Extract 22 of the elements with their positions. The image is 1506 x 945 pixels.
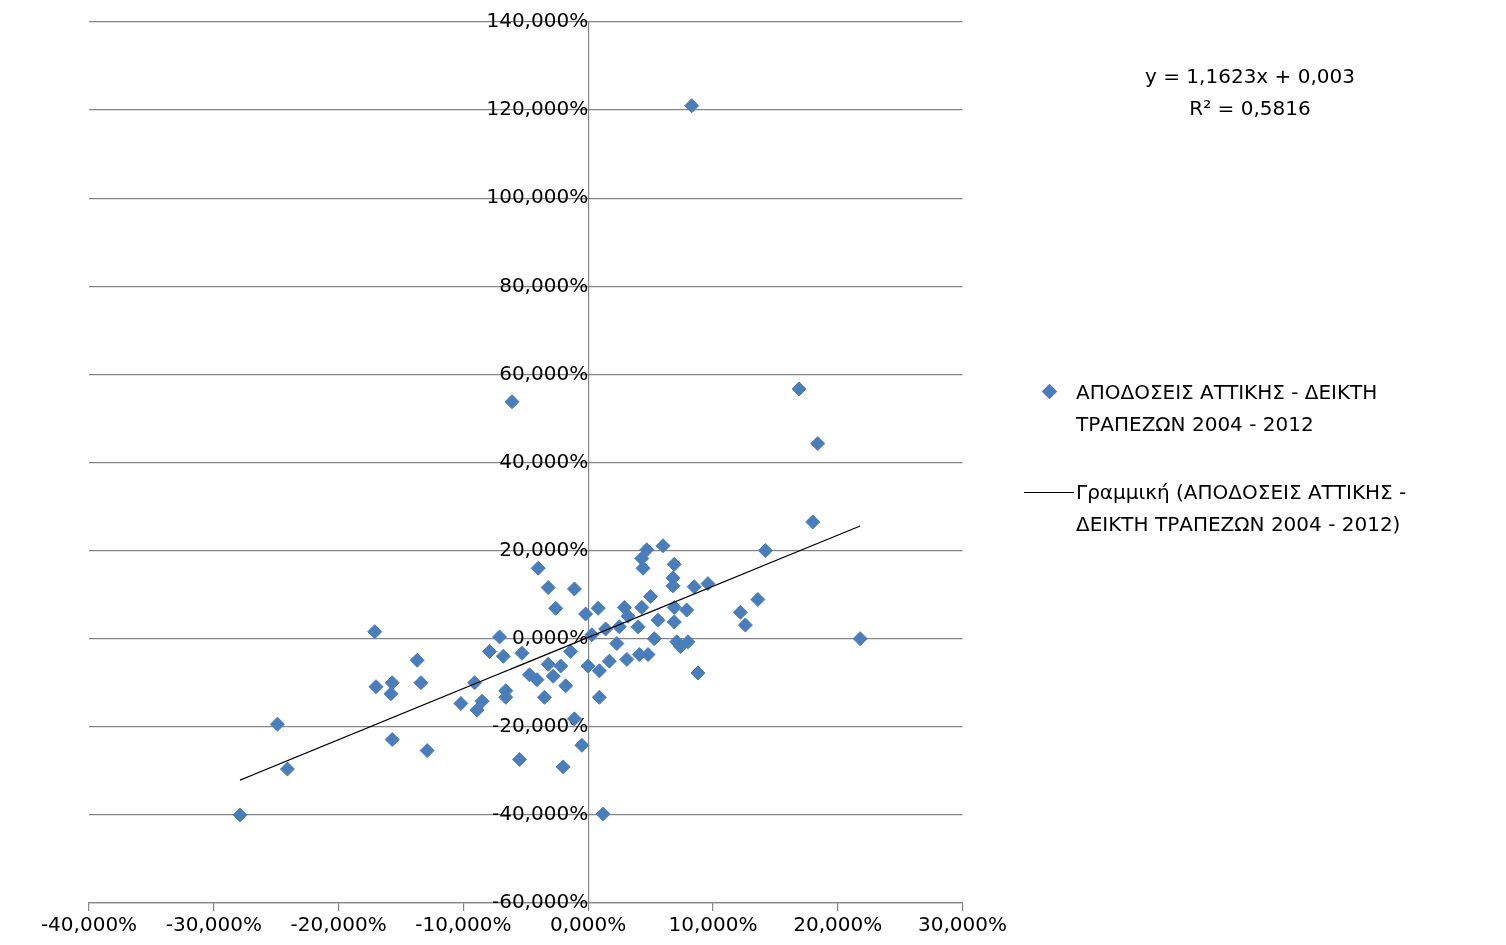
- text: y = 1,1623x + 0,003: [1144, 63, 1356, 90]
- y-tick-label: 120,000%: [486, 96, 589, 121]
- x-tick-label: 10,000%: [668, 912, 758, 937]
- y-tick-label: 80,000%: [499, 272, 589, 297]
- y-tick-label: 40,000%: [499, 448, 589, 473]
- y-tick-label: 60,000%: [499, 360, 589, 385]
- x-tick-label: -30,000%: [165, 912, 262, 937]
- legend-label: Γραμμική (ΑΠΟΔΟΣΕΙΣ ΑΤΤΙΚΗΣ - ΔΕΙΚΤΗ ΤΡΑΠΕΖΩΝ 2004 - 2012): [1076, 479, 1408, 538]
- x-tick-label: 0,000%: [550, 912, 627, 937]
- x-tick-label: -10,000%: [415, 912, 512, 937]
- y-tick-label: 140,000%: [486, 8, 589, 33]
- y-tick-label: 100,000%: [486, 184, 589, 209]
- x-tick-label: -20,000%: [290, 912, 387, 937]
- x-tick-label: -40,000%: [40, 912, 138, 937]
- x-tick-label: 20,000%: [793, 912, 883, 937]
- text: R² = 0,5816: [1188, 95, 1312, 122]
- x-tick-label: 30,000%: [918, 912, 1007, 937]
- y-tick-label: -20,000%: [491, 713, 589, 737]
- y-tick-label: 20,000%: [499, 536, 589, 561]
- y-tick-label: -60,000%: [491, 889, 589, 914]
- y-tick-label: -40,000%: [491, 801, 589, 826]
- legend-label: ΑΠΟΔΟΣΕΙΣ ΑΤΤΙΚΗΣ - ΔΕΙΚΤΗ ΤΡΑΠΕΖΩΝ 2004 - 2012: [1076, 379, 1379, 438]
